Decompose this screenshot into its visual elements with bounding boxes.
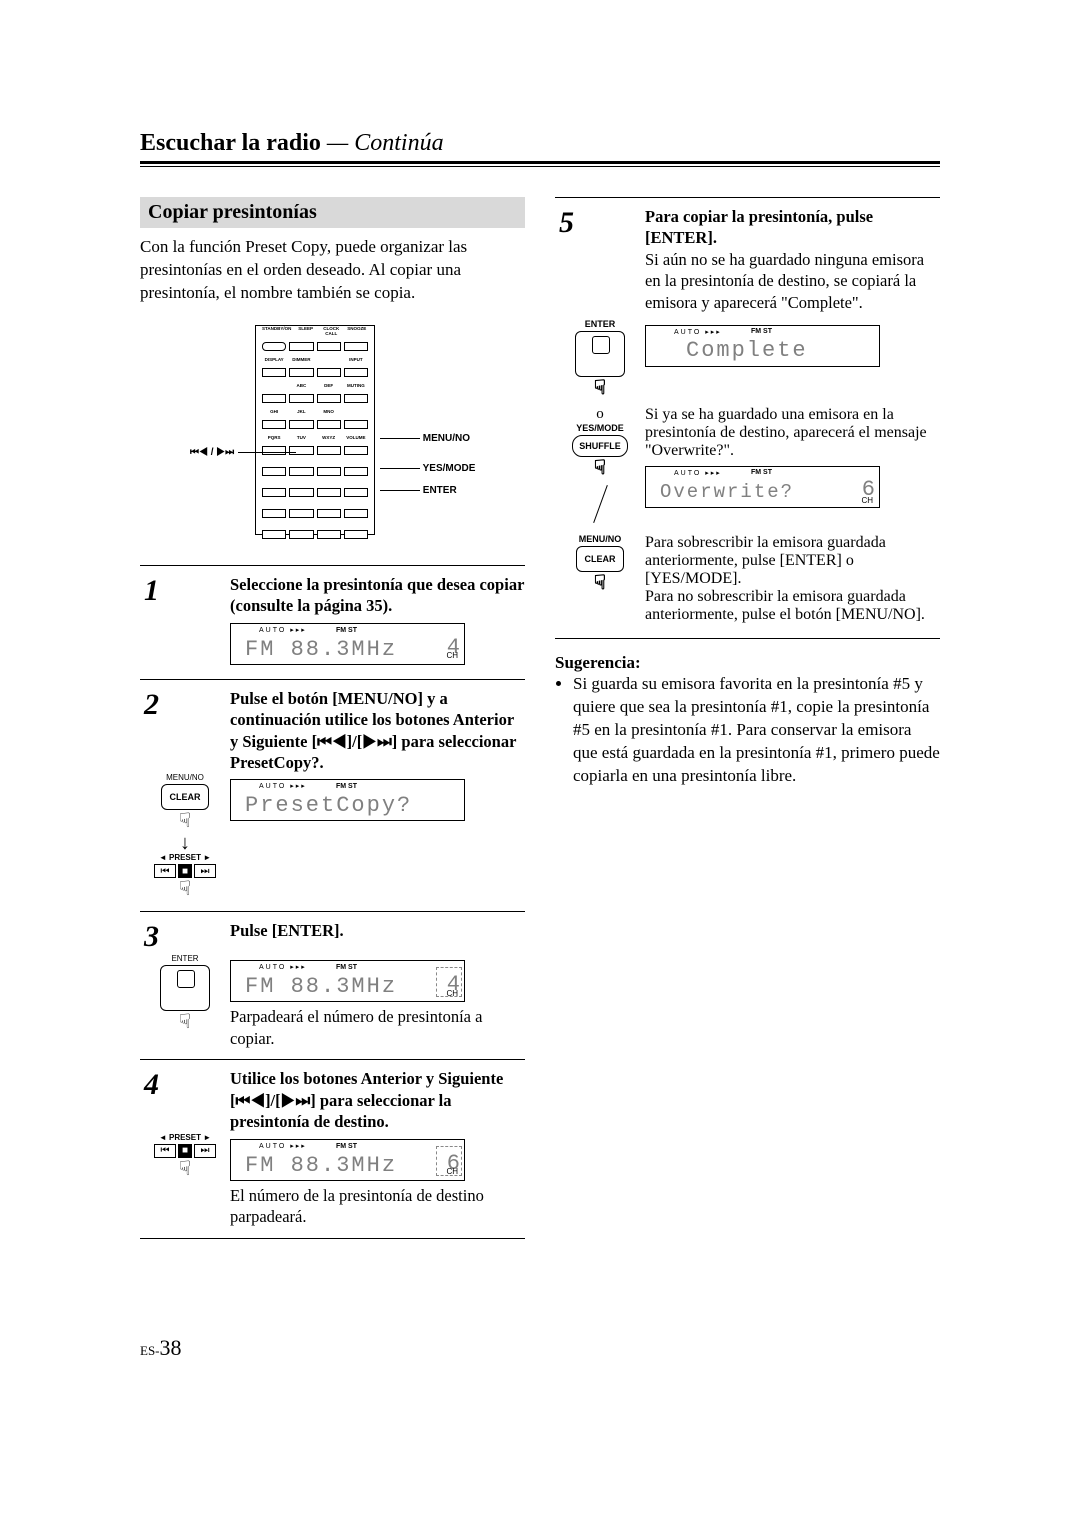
enter-button-icon xyxy=(160,965,210,1011)
hand-icon: ☟ xyxy=(555,455,645,480)
hand-icon: ☟ xyxy=(140,1156,230,1181)
step-4: 4 Utilice los botones Anterior y Siguien… xyxy=(140,1059,525,1238)
step-5-lcd-complete: AUTO ▸▸▸ FM ST Complete xyxy=(645,325,880,367)
hand-icon: ☟ xyxy=(140,808,230,833)
page-title: Escuchar la radio — Continúa xyxy=(140,130,940,157)
step-4-lcd: AUTO ▸▸▸ FM ST FM 88.3MHz 6 CH xyxy=(230,1139,465,1181)
hand-icon: ☟ xyxy=(140,876,230,901)
tip-bullet: Si guarda su emisora favorita en la pres… xyxy=(573,673,940,788)
enter-button-icon xyxy=(575,331,625,377)
step-2: 2 Pulse el botón [MENU/NO] y a continuac… xyxy=(140,679,525,902)
step-1-number: 1 xyxy=(140,574,230,669)
title-italic: Continúa xyxy=(354,130,443,157)
enter-label: ENTER xyxy=(555,319,645,329)
enter-label: ENTER xyxy=(140,954,230,963)
left-column: Copiar presintonías Con la función Prese… xyxy=(140,197,525,1239)
title-bold: Escuchar la radio xyxy=(140,130,321,157)
step-5-number: 5 xyxy=(555,206,645,313)
step-1: 1 Seleccione la presintonía que desea co… xyxy=(140,565,525,669)
step-5-p1: Si aún no se ha guardado ninguna emisora… xyxy=(645,249,940,313)
step-3-icons: ENTER ☟ xyxy=(140,954,230,1049)
step-1-heading: Seleccione la presintonía que desea copi… xyxy=(230,574,525,617)
remote-diagram: STANDBY/ONSLEEPCLOCK CALLSNOOZE DISPLAYD… xyxy=(190,325,490,545)
step-2-icons: MENU/NO CLEAR ☟ ↓ ◄ PRESET ► ⏮■⏭ ☟ xyxy=(140,773,230,901)
divider xyxy=(555,638,940,639)
step-5-menuno-icons: MENU/NO CLEAR ☟ xyxy=(555,534,645,624)
step-3-heading: Pulse [ENTER]. xyxy=(230,920,525,941)
step-3-number: 3 xyxy=(140,920,230,954)
right-column: 5 Para copiar la presintonía, pulse [ENT… xyxy=(555,197,940,1239)
preset-label: ◄ PRESET ► xyxy=(140,1133,230,1142)
section-heading: Copiar presintonías xyxy=(140,197,525,228)
step-4-number: 4 xyxy=(140,1068,230,1132)
remote-outline: STANDBY/ONSLEEPCLOCK CALLSNOOZE DISPLAYD… xyxy=(255,325,375,535)
step-5-p4: Para no sobrescribir la emisora guardada… xyxy=(645,588,940,624)
step-5-p3: Para sobrescribir la emisora guardada an… xyxy=(645,534,940,588)
step-3-after: Parpadeará el número de presintonía a co… xyxy=(230,1006,525,1049)
title-sep: — xyxy=(327,130,348,157)
intro-text: Con la función Preset Copy, puede organi… xyxy=(140,236,525,305)
remote-label-enter: ENTER xyxy=(380,485,457,496)
step-4-heading: Utilice los botones Anterior y Siguiente… xyxy=(230,1068,525,1132)
step-5: 5 Para copiar la presintonía, pulse [ENT… xyxy=(555,197,940,624)
menu-no-label: MENU/NO xyxy=(555,534,645,544)
menu-no-label: MENU/NO xyxy=(140,773,230,782)
step-5-yesmode-icons: o YES/MODE SHUFFLE ☟ xyxy=(555,406,645,528)
step-5-lcd-overwrite: AUTO ▸▸▸ FM ST Overwrite? 6 CH xyxy=(645,466,880,508)
step-5-enter-icons: ENTER ☟ xyxy=(555,319,645,400)
remote-label-left: ⏮◀ / ▶⏭ xyxy=(190,447,296,458)
rule-thick xyxy=(140,161,940,164)
step-4-icons: ◄ PRESET ► ⏮■⏭ ☟ xyxy=(140,1133,230,1228)
remote-label-menu-no: MENU/NO xyxy=(380,433,470,444)
step-3: 3 Pulse [ENTER]. ENTER ☟ AUTO ▸▸▸ FM xyxy=(140,911,525,1049)
hand-icon: ☟ xyxy=(555,375,645,400)
step-2-number: 2 xyxy=(140,688,230,774)
arrow-down-icon: ↓ xyxy=(140,833,230,853)
page-content: Escuchar la radio — Continúa Copiar pres… xyxy=(140,130,940,1239)
step-4-after: El número de la presintonía de destino p… xyxy=(230,1185,525,1228)
step-2-heading: Pulse el botón [MENU/NO] y a continuació… xyxy=(230,688,525,774)
rule-thin xyxy=(140,166,940,167)
step-5-heading: Para copiar la presintonía, pulse [ENTER… xyxy=(645,206,940,249)
hand-icon: ☟ xyxy=(555,570,645,595)
yes-mode-label: YES/MODE xyxy=(555,423,645,433)
step-3-lcd: AUTO ▸▸▸ FM ST FM 88.3MHz 4 CH xyxy=(230,960,465,1002)
shuffle-button-icon: SHUFFLE xyxy=(572,435,628,457)
step-2-lcd: AUTO ▸▸▸ FM ST PresetCopy? xyxy=(230,779,465,821)
remote-label-yes-mode: YES/MODE xyxy=(380,463,475,474)
step-5-p2: Si ya se ha guardado una emisora en la p… xyxy=(645,406,940,460)
preset-label: ◄ PRESET ► xyxy=(140,853,230,862)
or-label: o xyxy=(555,406,645,423)
clear-button-icon: CLEAR xyxy=(161,784,209,810)
tip-heading: Sugerencia: xyxy=(555,653,940,673)
clear-button-icon: CLEAR xyxy=(576,546,624,572)
step-1-lcd: AUTO ▸▸▸ FM ST FM 88.3MHz 4 CH xyxy=(230,623,465,665)
tip-list: Si guarda su emisora favorita en la pres… xyxy=(573,673,940,788)
divider-icon xyxy=(593,485,608,523)
hand-icon: ☟ xyxy=(140,1009,230,1034)
page-number: ES-38 xyxy=(140,1335,182,1361)
